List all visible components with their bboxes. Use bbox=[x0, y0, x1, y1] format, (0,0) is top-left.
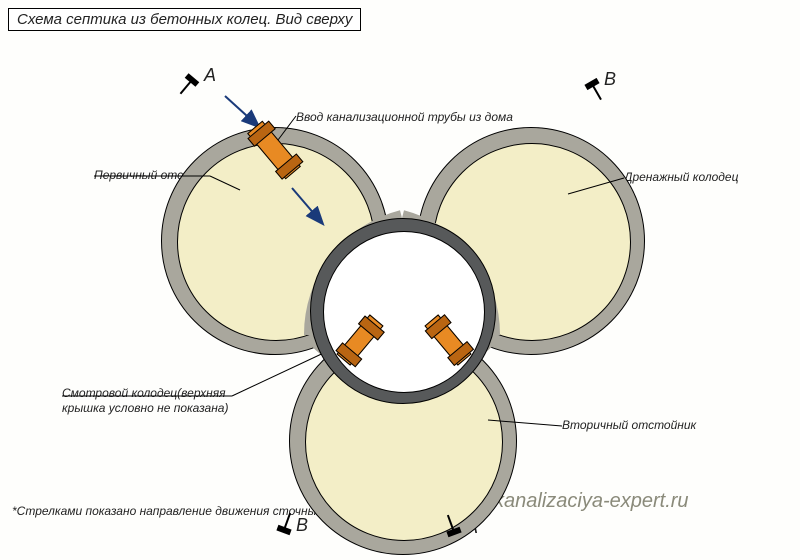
section-letter-A-top: А bbox=[204, 64, 216, 87]
section-mark-B-top bbox=[586, 81, 601, 100]
lbl-secondary: Вторичный отстойник bbox=[562, 418, 696, 433]
lbl-inlet: Ввод канализационной трубы из дома bbox=[296, 110, 513, 125]
lbl-drain: Дренажный колодец bbox=[624, 170, 738, 185]
section-letter-B-top: В bbox=[604, 68, 616, 91]
section-letter-B-bot: В bbox=[296, 514, 308, 537]
fa-in bbox=[225, 96, 258, 126]
diagram-title: Схема септика из бетонных колец. Вид све… bbox=[8, 8, 361, 31]
section-mark-A-top bbox=[180, 76, 197, 94]
ring-center bbox=[310, 218, 496, 404]
lbl-center: Смотровой колодец(верхняя крышка условно… bbox=[62, 386, 228, 416]
watermark: kanalizaciya-expert.ru bbox=[494, 490, 689, 513]
